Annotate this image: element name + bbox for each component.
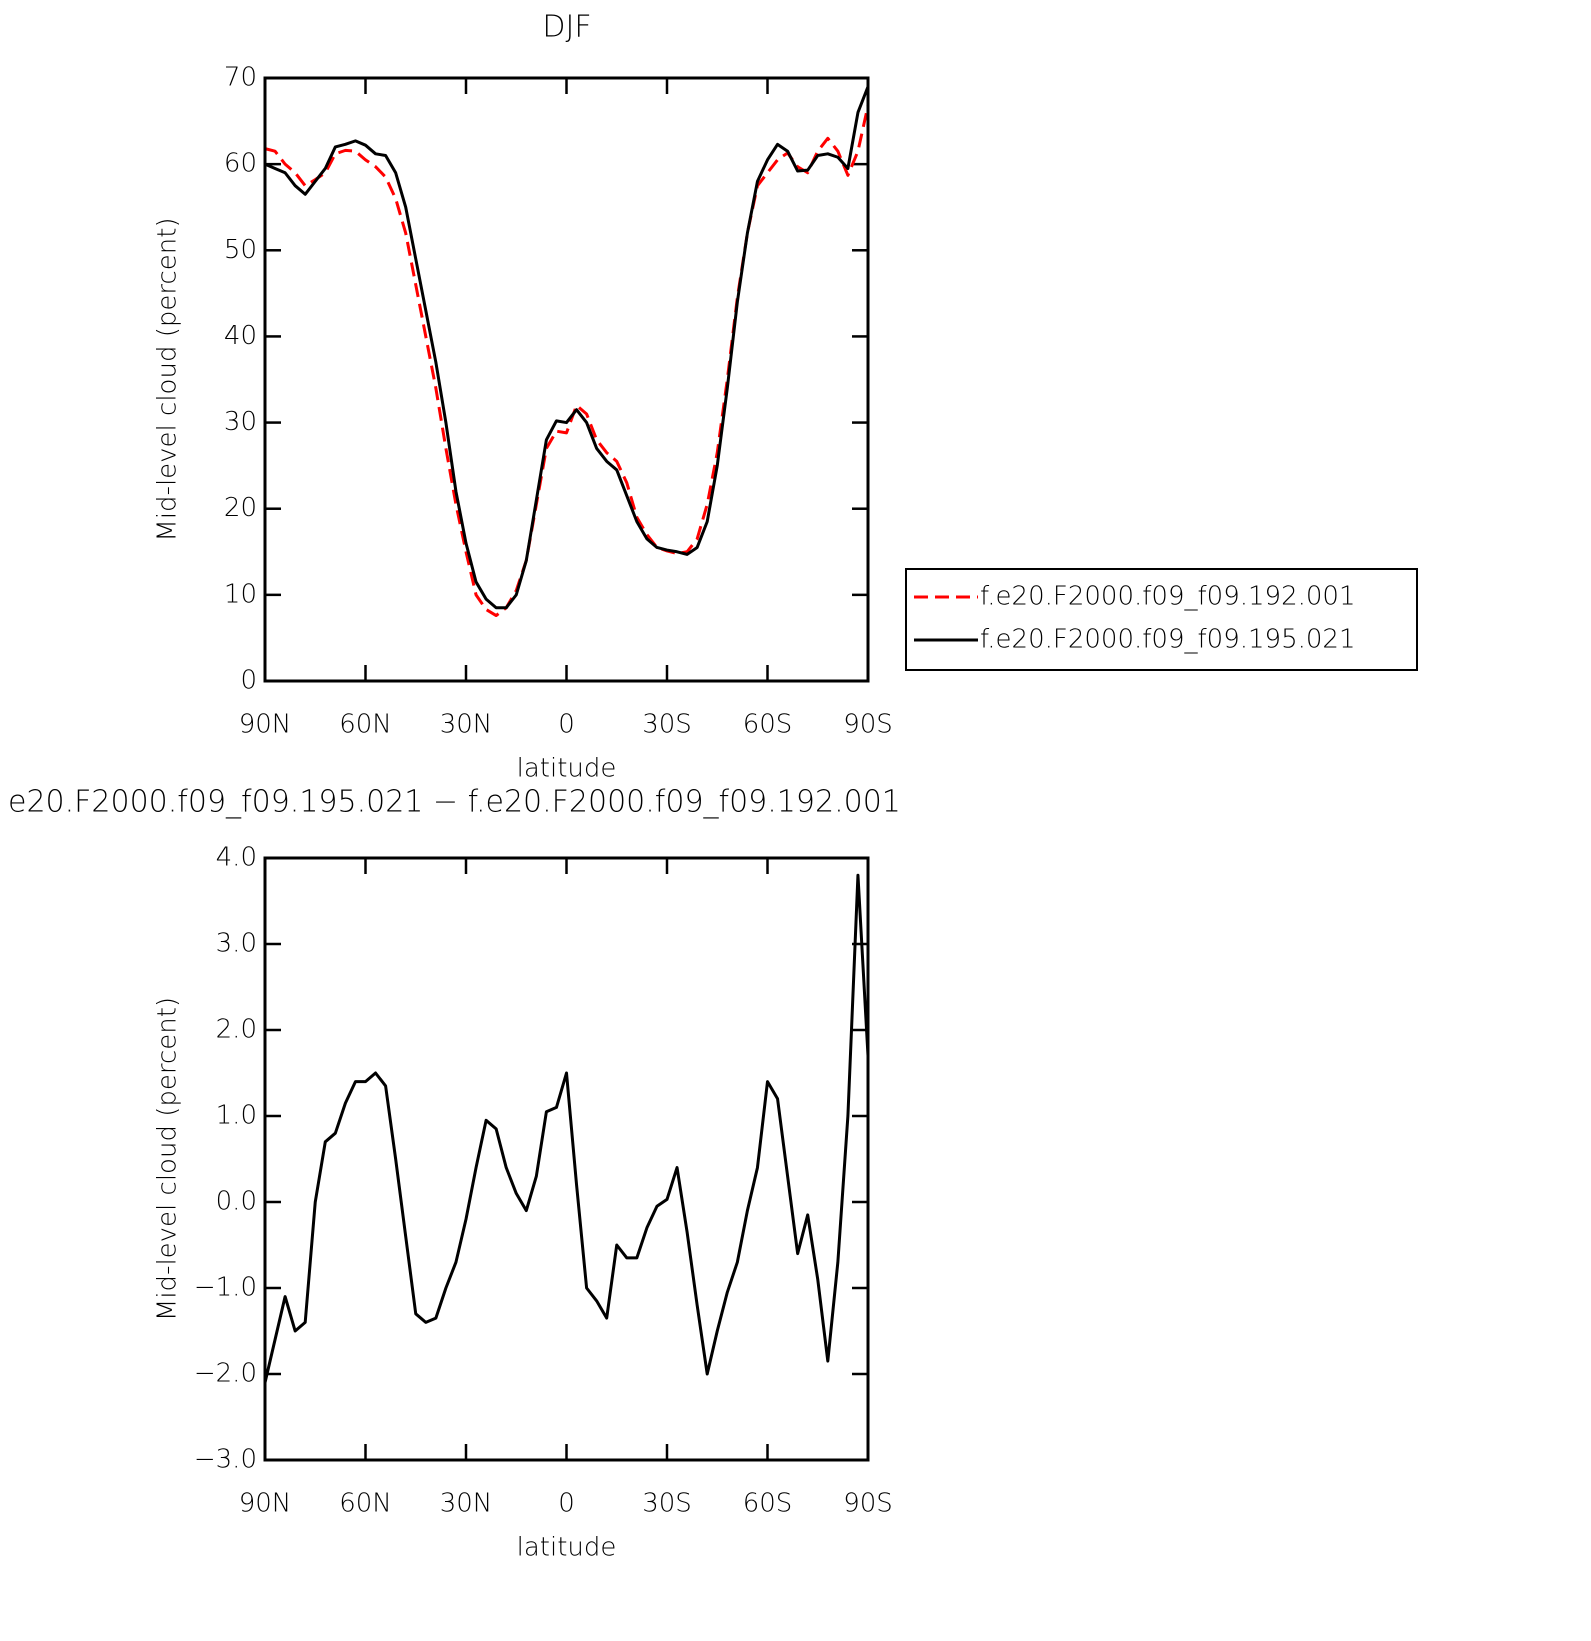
y-tick-label: 4.0: [216, 843, 257, 873]
legend-label: f.e20.F2000.f09_f09.192.001: [980, 582, 1356, 612]
chart-title: e20.F2000.f09_f09.195.021 − f.e20.F2000.…: [8, 785, 901, 820]
data-line: [263, 873, 870, 1383]
data-line: [264, 86, 870, 610]
y-tick-label: 0.0: [216, 1187, 257, 1217]
plot-frame: [263, 856, 870, 1462]
y-tick-label: −1.0: [194, 1273, 257, 1303]
x-tick-label: 60N: [339, 710, 392, 740]
y-tick-label: 1.0: [216, 1101, 257, 1131]
y-tick-label: 3.0: [216, 929, 257, 959]
legend-box: [905, 568, 1418, 671]
y-axis-label: Mid-level cloud (percent): [153, 997, 183, 1321]
x-axis-label: latitude: [517, 1533, 617, 1563]
y-tick-label: 20: [224, 493, 257, 523]
y-tick-label: 30: [224, 407, 257, 437]
x-tick-label: 0: [558, 1489, 575, 1519]
y-tick-label: 40: [224, 321, 257, 351]
y-tick-label: 10: [224, 579, 257, 609]
data-line: [264, 105, 870, 618]
x-tick-label: 60S: [743, 710, 793, 740]
x-axis-label: latitude: [517, 754, 617, 784]
y-tick-label: 2.0: [216, 1015, 257, 1045]
x-tick-label: 30S: [642, 1489, 692, 1519]
y-tick-label: 0: [240, 666, 257, 696]
x-tick-label: 90N: [239, 1489, 292, 1519]
chart-title: DJF: [542, 10, 591, 45]
y-axis-label: Mid-level cloud (percent): [153, 217, 183, 541]
y-tick-label: 60: [224, 149, 257, 179]
x-tick-label: 90N: [239, 710, 292, 740]
y-tick-label: −2.0: [194, 1359, 257, 1389]
y-tick-label: 50: [224, 235, 257, 265]
x-tick-label: 30N: [440, 1489, 493, 1519]
y-tick-label: −3.0: [194, 1445, 257, 1475]
x-tick-label: 0: [558, 710, 575, 740]
x-tick-label: 60S: [743, 1489, 793, 1519]
y-tick-label: 70: [224, 63, 257, 93]
x-tick-label: 90S: [843, 710, 893, 740]
plot-frame: [263, 76, 870, 683]
x-tick-label: 30S: [642, 710, 692, 740]
legend-label: f.e20.F2000.f09_f09.195.021: [980, 625, 1356, 655]
x-tick-label: 30N: [440, 710, 493, 740]
x-tick-label: 90S: [843, 1489, 893, 1519]
x-tick-label: 60N: [339, 1489, 392, 1519]
